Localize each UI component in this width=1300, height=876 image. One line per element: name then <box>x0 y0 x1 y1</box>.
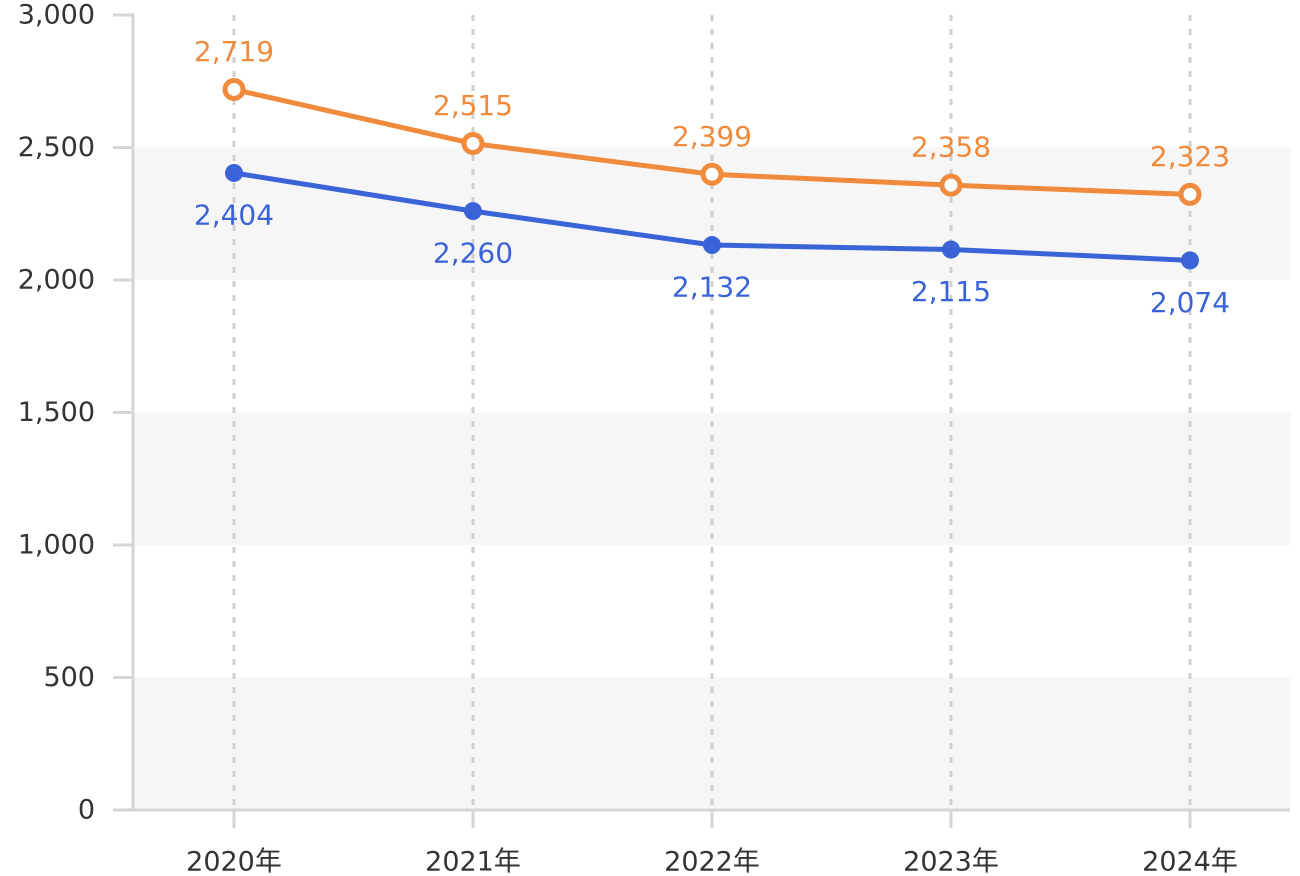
data-label: 2,404 <box>194 198 274 231</box>
x-tick-label: 2023年 <box>903 847 999 876</box>
x-axis-ticks: 2020年 2021年 2022年 2023年 2024年 <box>186 810 1238 876</box>
series-group: 2,719 2,515 2,399 2,358 2,323 2,404 2,260 2,132… <box>194 35 1230 319</box>
x-tick-label: 2021年 <box>425 847 521 876</box>
data-point <box>1178 182 1202 206</box>
data-label: 2,260 <box>433 237 513 270</box>
series-1: 2,719 2,515 2,399 2,358 2,323 <box>194 35 1230 206</box>
data-label: 2,115 <box>911 275 991 308</box>
data-label: 2,074 <box>1150 286 1230 319</box>
data-point <box>1181 251 1199 270</box>
y-tick-label: 3,000 <box>18 0 95 31</box>
data-label: 2,515 <box>433 89 513 122</box>
data-point <box>700 162 724 186</box>
y-tick-label: 500 <box>43 662 95 693</box>
data-point <box>939 173 963 197</box>
y-axis-ticks: 0 500 1,000 1,500 2,000 2,500 3,000 <box>18 0 133 826</box>
y-tick-label: 1,000 <box>18 530 95 561</box>
series-2: 2,404 2,260 2,132 2,115 2,074 <box>194 163 1230 319</box>
data-point <box>461 132 485 156</box>
data-point <box>703 236 721 255</box>
data-point <box>464 202 482 221</box>
x-tick-label: 2022年 <box>664 847 760 876</box>
data-point <box>942 240 960 259</box>
data-label: 2,358 <box>911 131 991 164</box>
data-point <box>222 77 246 101</box>
y-tick-label: 0 <box>78 795 95 826</box>
data-label: 2,399 <box>672 120 752 153</box>
data-label: 2,719 <box>194 35 274 68</box>
data-label: 2,323 <box>1150 140 1230 173</box>
y-tick-label: 2,500 <box>18 132 95 163</box>
y-tick-label: 2,000 <box>18 265 95 296</box>
y-tick-label: 1,500 <box>18 397 95 428</box>
vertical-gridlines <box>232 15 1192 810</box>
data-point <box>225 163 243 182</box>
x-tick-label: 2024年 <box>1142 847 1238 876</box>
data-label: 2,132 <box>672 271 752 304</box>
x-tick-label: 2020年 <box>186 847 282 876</box>
